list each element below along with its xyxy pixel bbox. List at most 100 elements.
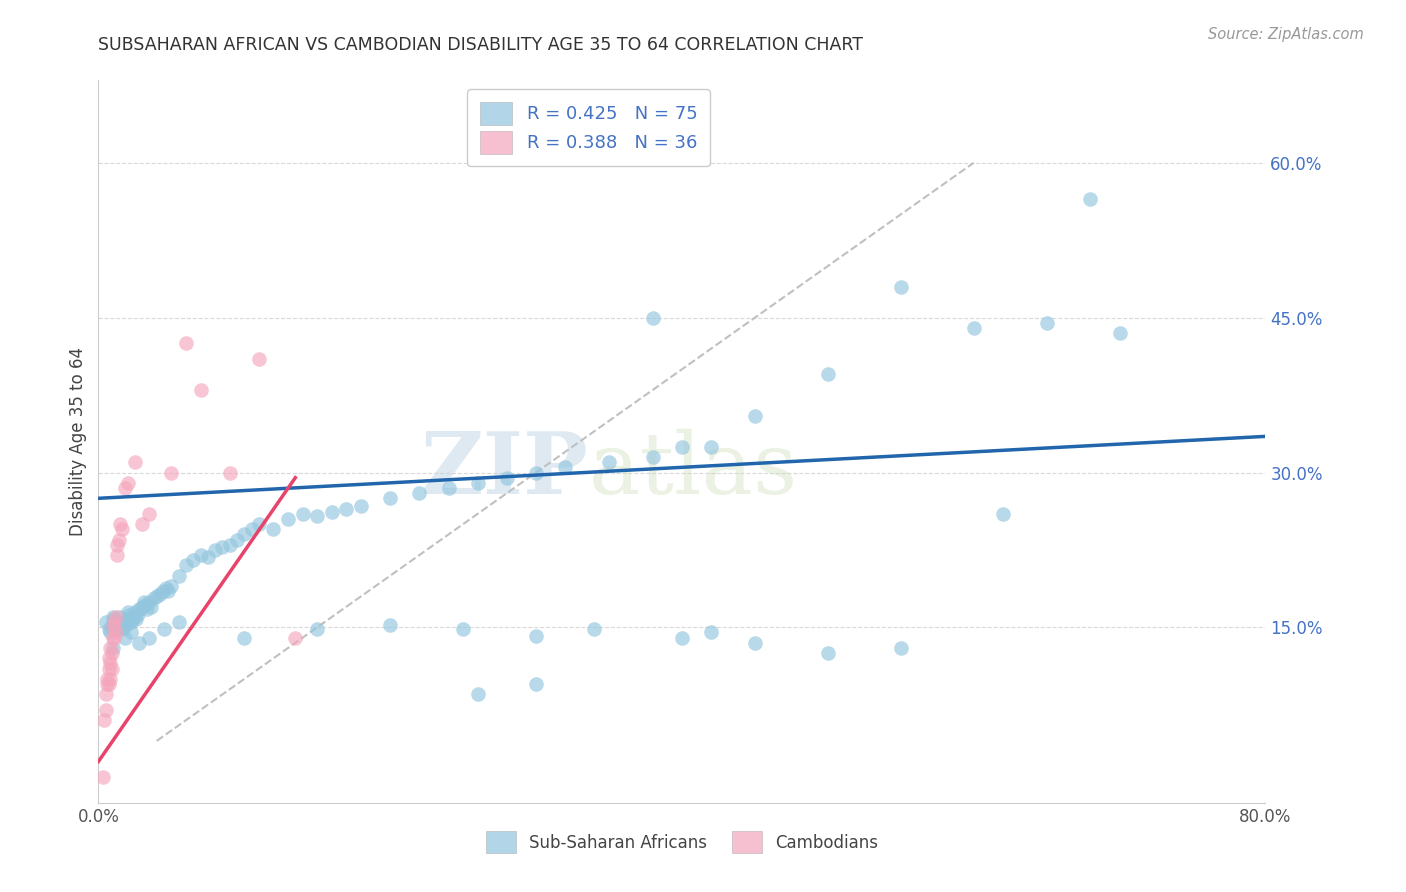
Point (641, 450, 664, 464)
Point (139, 599, 162, 614)
Point (890, 640, 912, 655)
Point (160, 466, 183, 480)
Point (94, 687, 117, 701)
Point (124, 610, 146, 624)
Point (93, 713, 115, 727)
Point (108, 618, 131, 632)
Point (114, 615, 136, 630)
Point (101, 620, 124, 634)
Point (98, 640, 121, 655)
Point (105, 548, 128, 562)
Point (103, 612, 125, 626)
Point (451, 623, 474, 637)
Point (108, 533, 131, 547)
Point (152, 584, 174, 599)
Point (117, 475, 139, 490)
Point (101, 640, 124, 655)
Point (132, 594, 155, 608)
Point (103, 631, 125, 645)
Point (98, 672, 121, 686)
Point (240, 522, 263, 536)
Point (110, 610, 132, 624)
Point (190, 548, 212, 562)
Point (104, 610, 127, 624)
Text: atlas: atlas (589, 429, 797, 512)
Point (138, 594, 160, 608)
Point (817, 646, 839, 660)
Point (583, 623, 606, 637)
Point (120, 625, 142, 640)
Point (121, 612, 143, 626)
Point (125, 612, 148, 626)
Point (700, 625, 723, 640)
Point (167, 615, 190, 630)
Point (700, 440, 723, 454)
Point (307, 623, 329, 637)
Point (111, 623, 134, 637)
Text: Source: ZipAtlas.com: Source: ZipAtlas.com (1208, 27, 1364, 42)
Point (98, 657, 121, 671)
Point (104, 615, 127, 630)
Point (641, 310, 664, 325)
Point (218, 466, 240, 480)
Point (110, 517, 132, 532)
Point (115, 618, 138, 632)
Point (101, 631, 124, 645)
Point (131, 517, 153, 532)
Point (284, 631, 307, 645)
Point (153, 623, 176, 637)
Point (124, 455, 146, 469)
Point (467, 687, 489, 701)
Point (174, 336, 197, 351)
Point (204, 542, 226, 557)
Point (104, 620, 127, 634)
Point (291, 507, 314, 521)
Point (94, 615, 117, 630)
Point (155, 581, 177, 595)
Point (890, 279, 912, 293)
Point (146, 590, 169, 604)
Point (101, 610, 124, 624)
Point (134, 598, 156, 612)
Point (118, 607, 141, 622)
Point (190, 383, 212, 397)
Point (117, 605, 139, 619)
Point (524, 629, 547, 643)
Point (226, 533, 249, 547)
Point (380, 491, 402, 506)
Point (174, 558, 197, 573)
Point (524, 466, 547, 480)
Point (117, 612, 139, 626)
Point (671, 631, 693, 645)
Point (247, 517, 270, 532)
Point (101, 615, 124, 630)
Point (131, 599, 153, 614)
Point (100, 620, 122, 634)
Point (100, 662, 122, 676)
Legend: Sub-Saharan Africans, Cambodians: Sub-Saharan Africans, Cambodians (479, 825, 884, 860)
Point (97, 677, 120, 691)
Point (142, 591, 165, 606)
Point (94, 703, 117, 717)
Point (181, 553, 204, 567)
Point (307, 508, 329, 523)
Point (96, 672, 118, 686)
Point (817, 368, 839, 382)
Point (1035, 316, 1057, 330)
Point (262, 522, 284, 536)
Point (277, 512, 299, 526)
Point (124, 605, 146, 619)
Point (554, 460, 576, 475)
Point (127, 607, 149, 621)
Text: SUBSAHARAN AFRICAN VS CAMBODIAN DISABILITY AGE 35 TO 64 CORRELATION CHART: SUBSAHARAN AFRICAN VS CAMBODIAN DISABILI… (98, 36, 863, 54)
Point (1080, 192, 1102, 206)
Point (114, 481, 136, 495)
Point (247, 351, 270, 366)
Point (149, 587, 172, 601)
Point (128, 601, 150, 615)
Point (233, 527, 256, 541)
Point (991, 507, 1014, 521)
Point (114, 631, 136, 645)
Point (101, 618, 124, 632)
Point (120, 615, 142, 630)
